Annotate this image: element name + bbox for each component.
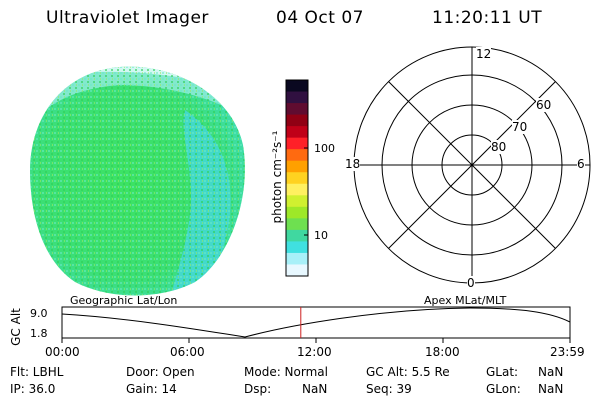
status-door: Door: Open [126,365,195,379]
status-glat-label: GLat: [486,365,519,379]
colorbar-segment [286,172,308,185]
status-glat-value: NaN [538,365,564,379]
mlat-label-80: 80 [491,140,507,154]
date-label: 04 Oct 07 [276,8,364,28]
colorbar-tick-100: 100 [314,142,335,155]
colorbar-segment [286,91,308,104]
time-tick-1800: 18:00 [425,345,460,359]
colorbar-segment [286,149,308,162]
status-dsp-value: NaN [302,382,328,396]
orbit-y-bottom: 1.8 [30,327,48,340]
status-glon-value: NaN [538,382,564,396]
colorbar-segment [286,206,308,219]
colorbar-tick-10: 10 [314,229,328,242]
status-mode: Mode: Normal [244,365,328,379]
mlt-label-12: 12 [476,47,492,61]
mlat-label-70: 70 [512,120,528,134]
status-gain: Gain: 14 [126,382,177,396]
time-tick-1200: 12:00 [297,345,332,359]
colorbar-segment [286,80,308,93]
mlt-label-18: 18 [345,157,361,171]
mlt-label-6: 6 [577,157,585,171]
colorbar-segment [286,114,308,127]
colorbar-segment [286,195,308,208]
status-ip: IP: 36.0 [10,382,56,396]
time-tick-0600: 06:00 [170,345,205,359]
instrument-title: Ultraviolet Imager [46,8,209,28]
status-gc-alt: GC Alt: 5.5 Re [366,365,450,379]
time-label: 11:20:11 UT [432,8,543,28]
status-seq: Seq: 39 [366,382,412,396]
colorbar-segment [286,252,308,265]
colorbar-segment [286,229,308,242]
status-dsp-label: Dsp: [244,382,272,396]
orbit-left-caption: Geographic Lat/Lon [70,294,178,307]
status-filter: Flt: LBHL [10,365,64,379]
colorbar-segment [286,137,308,150]
time-tick-2359: 23:59 [550,345,585,359]
colorbar-segment [286,103,308,116]
time-tick-0000: 00:00 [45,345,80,359]
mlt-label-0: 0 [467,276,475,290]
colorbar-segment [286,160,308,173]
colorbar-segment [286,218,308,231]
colorbar-segment [286,126,308,139]
status-glon-label: GLon: [486,382,521,396]
orbit-right-caption: Apex MLat/MLT [424,294,507,307]
colorbar-segment [286,264,308,277]
orbit-y-top: 9.0 [30,307,48,320]
colorbar-segment [286,183,308,196]
colorbar-segment [286,241,308,254]
colorbar-border [285,79,309,277]
mlat-label-60: 60 [536,98,552,112]
